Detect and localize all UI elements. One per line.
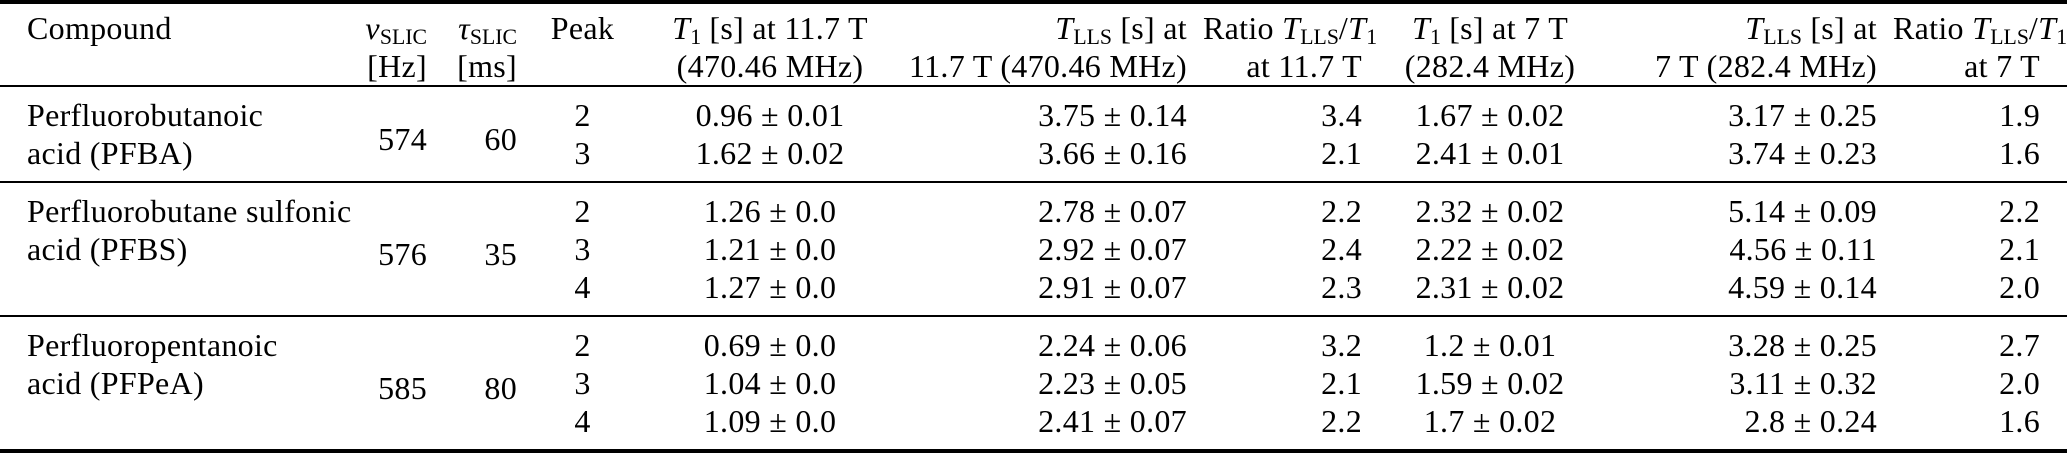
peak-value: 4: [574, 403, 591, 439]
ratio-11p7-value: 2.2: [1321, 193, 1362, 229]
ratio-7-value: 1.6: [1999, 403, 2040, 439]
compound-name: Perfluorobutane sulfonic acid (PFBS): [27, 193, 352, 267]
tlls-7-value: 3.11 ± 0.32: [1729, 365, 1877, 401]
table-row: Perfluorobutanoic acid (PFBA) 574 60 2 0…: [0, 86, 2067, 171]
t1-7-value: 1.67 ± 0.02: [1415, 97, 1565, 133]
ratio-11p7-value: 3.4: [1321, 97, 1362, 133]
ratio-11p7-value: 2.4: [1321, 231, 1362, 267]
table-row: 4 1.09 ± 0.0 2.41 ± 0.07 2.2 1.7 ± 0.02 …: [0, 402, 2067, 451]
t1-11p7-value: 0.69 ± 0.0: [703, 327, 837, 363]
t1-11p7-value: 1.27 ± 0.0: [703, 269, 837, 305]
tlls-7-value: 2.8 ± 0.24: [1744, 403, 1877, 439]
tlls-7-value: 3.74 ± 0.23: [1728, 135, 1877, 171]
table-row: Perfluoropentanoic acid (PFPeA) 585 80 2…: [0, 316, 2067, 406]
table-row: 3 1.21 ± 0.0 2.92 ± 0.07 2.4 2.22 ± 0.02…: [0, 230, 2067, 268]
t1-7-value: 1.7 ± 0.02: [1423, 403, 1557, 439]
header-tlls-11p7: TLLS [s] at 11.7 T (470.46 MHz): [909, 10, 1187, 84]
ratio-11p7-value: 2.1: [1321, 365, 1362, 401]
t1-7-value: 2.32 ± 0.02: [1415, 193, 1565, 229]
t1-11p7-value: 0.96 ± 0.01: [695, 97, 845, 133]
tlls-7-value: 5.14 ± 0.09: [1728, 193, 1877, 229]
tau-slic-value: 60: [484, 120, 517, 157]
tlls-11p7-value: 3.66 ± 0.16: [1038, 135, 1187, 171]
ratio-7-value: 2.1: [1999, 231, 2040, 267]
tlls-11p7-value: 2.78 ± 0.07: [1038, 193, 1187, 229]
tau-slic-value: 35: [484, 235, 517, 272]
compound-group-pfba: Perfluorobutanoic acid (PFBA) 574 60 2 0…: [0, 86, 2067, 182]
tlls-7-value: 4.59 ± 0.14: [1728, 269, 1877, 305]
t1-7-value: 1.59 ± 0.02: [1415, 365, 1565, 401]
table-header: Compound νSLIC [Hz] τSLIC [ms] Peak T1 […: [0, 2, 2067, 86]
t1-11p7-value: 1.21 ± 0.0: [703, 231, 837, 267]
header-tau-slic: τSLIC [ms]: [457, 10, 517, 84]
table-row: 3 1.04 ± 0.0 2.23 ± 0.05 2.1 1.59 ± 0.02…: [0, 364, 2067, 402]
tlls-11p7-value: 2.41 ± 0.07: [1038, 403, 1187, 439]
nu-slic-value: 576: [378, 235, 427, 272]
header-ratio-7: Ratio TLLS/T1 at 7 T: [1893, 10, 2067, 84]
ratio-7-value: 2.7: [1999, 327, 2040, 363]
compound-name: Perfluorobutanoic acid (PFBA): [27, 97, 264, 171]
table-row: 4 1.27 ± 0.0 2.91 ± 0.07 2.3 2.31 ± 0.02…: [0, 268, 2067, 316]
tlls-11p7-value: 2.92 ± 0.07: [1038, 231, 1187, 267]
t1-7-value: 2.41 ± 0.01: [1415, 135, 1565, 171]
t1-11p7-value: 1.04 ± 0.0: [703, 365, 837, 401]
tau-slic-value: 80: [484, 369, 517, 406]
ratio-7-value: 1.6: [1999, 135, 2040, 171]
header-compound: Compound: [27, 10, 172, 46]
ratio-11p7-value: 2.2: [1321, 403, 1362, 439]
t1-7-value: 2.22 ± 0.02: [1415, 231, 1565, 267]
ratio-7-value: 2.0: [1999, 365, 2040, 401]
tlls-11p7-value: 2.91 ± 0.07: [1038, 269, 1187, 305]
peak-value: 3: [574, 231, 591, 267]
peak-value: 2: [574, 193, 591, 229]
peak-value: 2: [574, 327, 591, 363]
header-peak: Peak: [550, 10, 615, 46]
peak-value: 3: [574, 365, 591, 401]
header-t1-7: T1 [s] at 7 T (282.4 MHz): [1404, 10, 1576, 84]
peak-value: 3: [574, 135, 591, 171]
t1-11p7-value: 1.26 ± 0.0: [703, 193, 837, 229]
table-row: 3 1.62 ± 0.02 3.66 ± 0.16 2.1 2.41 ± 0.0…: [0, 134, 2067, 182]
nu-slic-value: 574: [378, 120, 427, 157]
nu-slic-value: 585: [378, 369, 427, 406]
t1-11p7-value: 1.09 ± 0.0: [703, 403, 837, 439]
header-ratio-11p7: Ratio TLLS/T1 at 11.7 T: [1203, 10, 1378, 84]
header-nu-slic: νSLIC [Hz]: [365, 10, 427, 84]
compound-name: Perfluoropentanoic acid (PFPeA): [27, 327, 278, 401]
tlls-11p7-value: 3.75 ± 0.14: [1038, 97, 1187, 133]
compound-group-pfpea: Perfluoropentanoic acid (PFPeA) 585 80 2…: [0, 316, 2067, 451]
t1-11p7-value: 1.62 ± 0.02: [695, 135, 845, 171]
header-tlls-7: TLLS [s] at 7 T (282.4 MHz): [1655, 10, 1877, 84]
tlls-11p7-value: 2.24 ± 0.06: [1038, 327, 1187, 363]
ratio-7-value: 1.9: [1999, 97, 2040, 133]
tlls-7-value: 3.17 ± 0.25: [1728, 97, 1877, 133]
tlls-11p7-value: 2.23 ± 0.05: [1038, 365, 1187, 401]
ratio-11p7-value: 2.1: [1321, 135, 1362, 171]
tlls-7-value: 4.56 ± 0.11: [1729, 231, 1877, 267]
ratio-7-value: 2.2: [1999, 193, 2040, 229]
table-row: Perfluorobutane sulfonic acid (PFBS) 576…: [0, 182, 2067, 272]
peak-value: 4: [574, 269, 591, 305]
tlls-7-value: 3.28 ± 0.25: [1728, 327, 1877, 363]
t1-7-value: 2.31 ± 0.02: [1415, 269, 1565, 305]
t1-7-value: 1.2 ± 0.01: [1423, 327, 1557, 363]
ratio-11p7-value: 2.3: [1321, 269, 1362, 305]
ratio-7-value: 2.0: [1999, 269, 2040, 305]
ratio-11p7-value: 3.2: [1321, 327, 1362, 363]
compound-group-pfbs: Perfluorobutane sulfonic acid (PFBS) 576…: [0, 182, 2067, 316]
header-t1-11p7: T1 [s] at 11.7 T (470.46 MHz): [672, 10, 868, 84]
peak-value: 2: [574, 97, 591, 133]
